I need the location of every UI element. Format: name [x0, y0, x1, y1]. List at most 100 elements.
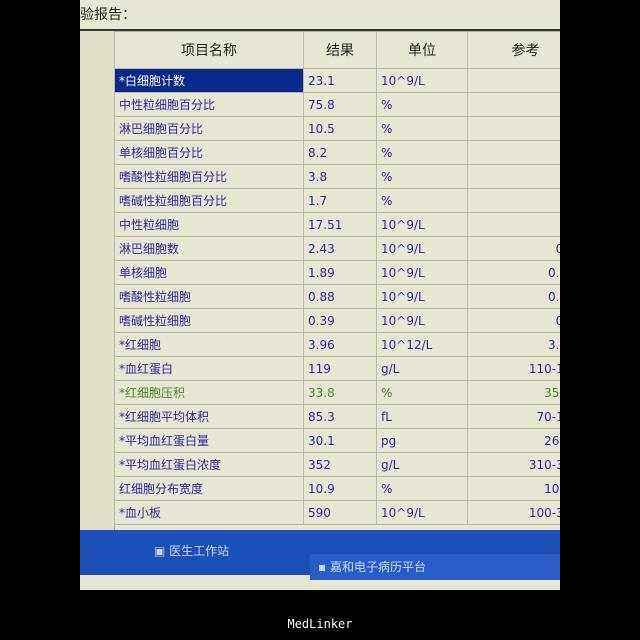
cell-ref: 20- [467, 116, 560, 141]
cell-ref: 0.8- [467, 236, 560, 261]
cell-name: 嗜酸性粒细胞百分比 [114, 164, 304, 189]
taskbar-item-emr-platform[interactable]: ▪ 嘉和电子病历平台 [310, 554, 560, 580]
cell-result: 23.1 [303, 68, 377, 93]
cell-ref: 100-300 [467, 500, 560, 525]
cell-ref: 0- [467, 164, 560, 189]
cell-unit: % [376, 116, 468, 141]
cell-result: 75.8 [303, 92, 377, 117]
taskbar-item-doctor-workstation[interactable]: ▣ 医生工作站 [146, 538, 237, 563]
cell-unit: 10^9/L [376, 284, 468, 309]
cell-name: *平均血红蛋白浓度 [114, 452, 304, 477]
cell-result: 30.1 [303, 428, 377, 453]
cell-unit: g/L [376, 356, 468, 381]
cell-unit: % [376, 164, 468, 189]
cell-unit: 10^12/L [376, 332, 468, 357]
watermark: MedLinker [287, 617, 353, 631]
cell-unit: 10^9/L [376, 260, 468, 285]
taskbar-label: 嘉和电子病历平台 [329, 560, 426, 574]
cell-ref: 0-0. [467, 308, 560, 333]
cell-result: 17.51 [303, 212, 377, 237]
cell-name: 单核细胞 [114, 260, 304, 285]
cell-name: 嗜碱性粒细胞 [114, 308, 304, 333]
cell-ref: 0.12- [467, 260, 560, 285]
cell-result: 1.7 [303, 188, 377, 213]
window-title: 验报告： [80, 7, 136, 23]
header-unit: 单位 [376, 31, 468, 69]
cell-unit: % [376, 380, 468, 405]
cell-ref: 0.05- [467, 284, 560, 309]
header-ref: 参考 [467, 31, 560, 69]
cell-unit: % [376, 476, 468, 501]
cell-ref: 110-160 [467, 356, 560, 381]
cell-result: 10.5 [303, 116, 377, 141]
cell-unit: g/L [376, 452, 468, 477]
cell-name: 单核细胞百分比 [114, 140, 304, 165]
cell-unit: % [376, 188, 468, 213]
cell-name: 中性粒细胞百分比 [114, 92, 304, 117]
cell-name: *红细胞平均体积 [114, 404, 304, 429]
cell-name: *平均血红蛋白量 [114, 428, 304, 453]
cell-unit: 10^9/L [376, 236, 468, 261]
cell-result: 0.39 [303, 308, 377, 333]
cell-unit: 10^9/L [376, 212, 468, 237]
cell-name: 红细胞分布宽度 [114, 476, 304, 501]
cell-name: *红细胞 [114, 332, 304, 357]
cell-result: 33.8 [303, 380, 377, 405]
cell-ref: 35-50 [467, 380, 560, 405]
cell-unit: pg [376, 428, 468, 453]
cell-result: 0.88 [303, 284, 377, 309]
cell-result: 352 [303, 452, 377, 477]
taskbar-label: 医生工作站 [169, 544, 230, 558]
divider [80, 29, 560, 31]
taskbar: ▣ 医生工作站 ▪ 嘉和电子病历平台 [80, 530, 560, 580]
cell-ref: 50- [467, 92, 560, 117]
cell-ref: 10-20 [467, 476, 560, 501]
cell-name: 嗜碱性粒细胞百分比 [114, 188, 304, 213]
cell-ref: 3.5-5 [467, 332, 560, 357]
cell-result: 8.2 [303, 140, 377, 165]
cell-unit: fL [376, 404, 468, 429]
cell-name: *白细胞计数 [114, 68, 304, 93]
cell-result: 3.96 [303, 332, 377, 357]
cell-result: 590 [303, 500, 377, 525]
cell-name: 嗜酸性粒细胞 [114, 284, 304, 309]
cell-unit: 10^9/L [376, 500, 468, 525]
header-name: 项目名称 [114, 31, 304, 69]
report-window: 验报告： 项目名称 结果 单位 参考 *白细胞计数23.110^9/L4-中性粒… [80, 0, 560, 590]
cell-name: 中性粒细胞 [114, 212, 304, 237]
app-icon: ▪ [318, 560, 330, 574]
cell-ref: 4- [467, 68, 560, 93]
cell-name: 淋巴细胞百分比 [114, 116, 304, 141]
row-gutter [80, 31, 115, 530]
cell-name: *血小板 [114, 500, 304, 525]
cell-ref: 310-360 [467, 452, 560, 477]
cell-name: 淋巴细胞数 [114, 236, 304, 261]
cell-unit: % [376, 140, 468, 165]
cell-name: *红细胞压积 [114, 380, 304, 405]
cell-ref: 2- [467, 140, 560, 165]
app-icon: ▣ [154, 544, 170, 558]
lab-results-table: 项目名称 结果 单位 参考 *白细胞计数23.110^9/L4-中性粒细胞百分比… [114, 31, 560, 525]
cell-ref: 0- [467, 188, 560, 213]
cell-result: 2.43 [303, 236, 377, 261]
cell-unit: 10^9/L [376, 68, 468, 93]
